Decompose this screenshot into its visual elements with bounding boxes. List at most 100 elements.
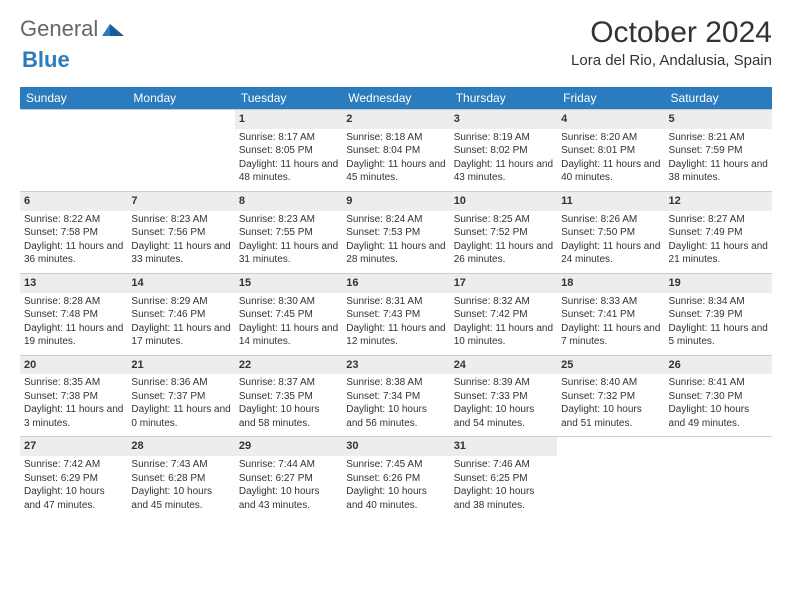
day-number: 27	[20, 437, 127, 456]
sunrise-text: Sunrise: 8:31 AM	[346, 295, 445, 309]
brand-text-blue: Blue	[22, 47, 70, 72]
calendar-cell: 1Sunrise: 8:17 AMSunset: 8:05 PMDaylight…	[235, 110, 342, 192]
daylight-text: Daylight: 11 hours and 24 minutes.	[561, 240, 660, 267]
sunrise-text: Sunrise: 8:23 AM	[131, 213, 230, 227]
day-number: 25	[557, 356, 664, 375]
day-number: 20	[20, 356, 127, 375]
day-number: 19	[665, 274, 772, 293]
sunrise-text: Sunrise: 8:41 AM	[669, 376, 768, 390]
daylight-text: Daylight: 10 hours and 38 minutes.	[454, 485, 553, 512]
sunset-text: Sunset: 7:55 PM	[239, 226, 338, 240]
calendar-cell: 26Sunrise: 8:41 AMSunset: 7:30 PMDayligh…	[665, 355, 772, 437]
calendar-cell: 28Sunrise: 7:43 AMSunset: 6:28 PMDayligh…	[127, 437, 234, 518]
calendar-cell: 10 Sunrise: 8:25 AMSunset: 7:52 PMDayligh…	[450, 191, 557, 273]
daylight-text: Daylight: 11 hours and 7 minutes.	[561, 322, 660, 349]
sunset-text: Sunset: 7:52 PM	[454, 226, 553, 240]
brand-logo: General	[20, 16, 124, 42]
calendar-week-row: 13Sunrise: 8:28 AMSunset: 7:48 PMDayligh…	[20, 273, 772, 355]
daylight-text: Daylight: 11 hours and 43 minutes.	[454, 158, 553, 185]
calendar-cell	[665, 437, 772, 518]
sunset-text: Sunset: 6:29 PM	[24, 472, 123, 486]
day-number: 15	[235, 274, 342, 293]
day-number: 4	[557, 110, 664, 129]
daylight-text: Daylight: 10 hours and 40 minutes.	[346, 485, 445, 512]
calendar-cell: 6Sunrise: 8:22 AMSunset: 7:58 PMDaylight…	[20, 191, 127, 273]
sunset-text: Sunset: 6:25 PM	[454, 472, 553, 486]
calendar-cell: 9Sunrise: 8:24 AMSunset: 7:53 PMDaylight…	[342, 191, 449, 273]
sunrise-text: Sunrise: 7:45 AM	[346, 458, 445, 472]
sunrise-text: Sunrise: 7:44 AM	[239, 458, 338, 472]
calendar-table: Sunday Monday Tuesday Wednesday Thursday…	[20, 87, 772, 518]
day-number: 26	[665, 356, 772, 375]
day-number: 6	[20, 192, 127, 211]
daylight-text: Daylight: 10 hours and 43 minutes.	[239, 485, 338, 512]
calendar-cell: 15 Sunrise: 8:30 AMSunset: 7:45 PMDayligh…	[235, 273, 342, 355]
sunrise-text: Sunrise: 8:37 AM	[239, 376, 338, 390]
sunset-text: Sunset: 8:05 PM	[239, 144, 338, 158]
sunset-text: Sunset: 8:02 PM	[454, 144, 553, 158]
calendar-body: 1Sunrise: 8:17 AMSunset: 8:05 PMDaylight…	[20, 110, 772, 519]
daylight-text: Daylight: 11 hours and 14 minutes.	[239, 322, 338, 349]
day-number: 28	[127, 437, 234, 456]
sunset-text: Sunset: 7:45 PM	[239, 308, 338, 322]
sunrise-text: Sunrise: 8:38 AM	[346, 376, 445, 390]
daylight-text: Daylight: 11 hours and 12 minutes.	[346, 322, 445, 349]
calendar-week-row: 20Sunrise: 8:35 AMSunset: 7:38 PMDayligh…	[20, 355, 772, 437]
sunrise-text: Sunrise: 8:40 AM	[561, 376, 660, 390]
sunset-text: Sunset: 6:28 PM	[131, 472, 230, 486]
calendar-cell: 7Sunrise: 8:23 AMSunset: 7:56 PMDaylight…	[127, 191, 234, 273]
daylight-text: Daylight: 11 hours and 26 minutes.	[454, 240, 553, 267]
sunset-text: Sunset: 7:33 PM	[454, 390, 553, 404]
calendar-cell: 27Sunrise: 7:42 AMSunset: 6:29 PMDayligh…	[20, 437, 127, 518]
day-number: 7	[127, 192, 234, 211]
sunset-text: Sunset: 7:38 PM	[24, 390, 123, 404]
calendar-cell: 23Sunrise: 8:38 AMSunset: 7:34 PMDayligh…	[342, 355, 449, 437]
day-number: 9	[342, 192, 449, 211]
day-number: 10	[450, 192, 557, 211]
calendar-cell: 18Sunrise: 8:33 AMSunset: 7:41 PMDayligh…	[557, 273, 664, 355]
calendar-cell: 16Sunrise: 8:31 AMSunset: 7:43 PMDayligh…	[342, 273, 449, 355]
calendar-week-row: 27 Sunrise: 7:42 AMSunset: 6:29 PM Dayligh…	[20, 437, 772, 518]
daylight-text: Daylight: 11 hours and 48 minutes.	[239, 158, 338, 185]
day-number: 30	[342, 437, 449, 456]
sunset-text: Sunset: 6:26 PM	[346, 472, 445, 486]
sunset-text: Sunset: 8:04 PM	[346, 144, 445, 158]
sunrise-text: Sunrise: 7:42 AM	[24, 458, 123, 472]
daylight-text: Daylight: 11 hours and 28 minutes.	[346, 240, 445, 267]
day-number: 5	[665, 110, 772, 129]
sunrise-text: Sunrise: 8:30 AM	[239, 295, 338, 309]
day-header: Sunday	[20, 87, 127, 110]
calendar-cell: 22Sunrise: 8:37 AMSunset: 7:35 PMDayligh…	[235, 355, 342, 437]
calendar-cell: 24Sunrise: 8:39 AMSunset: 7:33 PMDayligh…	[450, 355, 557, 437]
day-number: 2	[342, 110, 449, 129]
sunset-text: Sunset: 7:42 PM	[454, 308, 553, 322]
day-number: 17	[450, 274, 557, 293]
sunrise-text: Sunrise: 8:28 AM	[24, 295, 123, 309]
sunrise-text: Sunrise: 8:20 AM	[561, 131, 660, 145]
brand-mark-icon	[102, 16, 124, 42]
sunset-text: Sunset: 7:37 PM	[131, 390, 230, 404]
daylight-text: Daylight: 10 hours and 51 minutes.	[561, 403, 660, 430]
day-number: 29	[235, 437, 342, 456]
sunrise-text: Sunrise: 8:19 AM	[454, 131, 553, 145]
day-number: 23	[342, 356, 449, 375]
sunrise-text: Sunrise: 8:33 AM	[561, 295, 660, 309]
daylight-text: Daylight: 11 hours and 31 minutes.	[239, 240, 338, 267]
sunset-text: Sunset: 7:49 PM	[669, 226, 768, 240]
daylight-text: Daylight: 10 hours and 49 minutes.	[669, 403, 768, 430]
daylight-text: Daylight: 11 hours and 19 minutes.	[24, 322, 123, 349]
sunset-text: Sunset: 7:46 PM	[131, 308, 230, 322]
brand-text-general: General	[20, 16, 98, 42]
calendar-cell: 25Sunrise: 8:40 AMSunset: 7:32 PMDayligh…	[557, 355, 664, 437]
calendar-cell: 4Sunrise: 8:20 AMSunset: 8:01 PMDaylight…	[557, 110, 664, 192]
sunrise-text: Sunrise: 8:18 AM	[346, 131, 445, 145]
sunset-text: Sunset: 6:27 PM	[239, 472, 338, 486]
sunset-text: Sunset: 7:50 PM	[561, 226, 660, 240]
day-number: 21	[127, 356, 234, 375]
calendar-cell	[557, 437, 664, 518]
title-block: October 2024 Lora del Rio, Andalusia, Sp…	[571, 16, 772, 69]
day-header-row: Sunday Monday Tuesday Wednesday Thursday…	[20, 87, 772, 110]
sunrise-text: Sunrise: 8:25 AM	[454, 213, 553, 227]
day-header: Wednesday	[342, 87, 449, 110]
calendar-cell: 31Sunrise: 7:46 AMSunset: 6:25 PMDayligh…	[450, 437, 557, 518]
